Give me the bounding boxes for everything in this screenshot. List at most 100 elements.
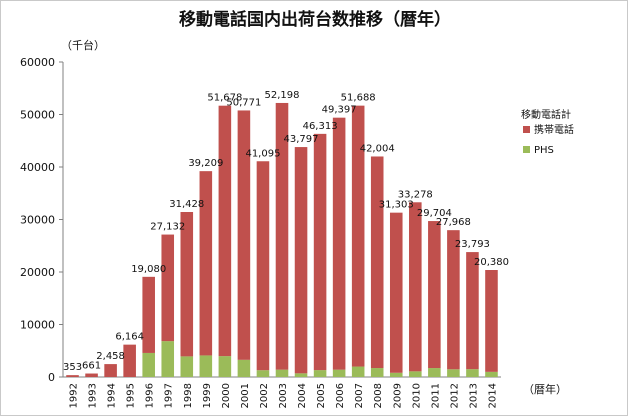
total-label: 27,132 xyxy=(150,222,185,233)
bar-keitai-2004 xyxy=(294,147,308,374)
total-label: 51,678 xyxy=(207,93,242,104)
bar-phs-2006 xyxy=(332,369,346,377)
bar-phs-2003 xyxy=(275,369,289,377)
x-tick-label: 1996 xyxy=(145,383,156,408)
bar-phs-1997 xyxy=(161,341,175,377)
bar-keitai-2002 xyxy=(256,161,270,371)
bar-phs-1998 xyxy=(180,356,194,377)
axes: 0 10000 20000 30000 40000 50000 60000 1992 1993 1… xyxy=(20,56,501,408)
x-tick-label: 2013 xyxy=(468,383,479,408)
total-label: 353 xyxy=(63,362,82,373)
x-tick-label: 2005 xyxy=(316,383,327,408)
bar-phs-2010 xyxy=(409,371,422,377)
bar-keitai-1996 xyxy=(142,276,155,353)
total-label: 42,004 xyxy=(360,143,395,154)
x-tick-label: 2006 xyxy=(335,383,346,408)
chart-title: 移動電話国内出荷台数推移（暦年） xyxy=(179,9,451,30)
bar-keitai-1997 xyxy=(161,234,175,342)
total-label: 6,164 xyxy=(115,332,144,343)
total-label: 31,303 xyxy=(379,200,414,211)
bar-keitai-1995 xyxy=(123,344,136,377)
total-label: 33,278 xyxy=(398,189,433,200)
legend: 移動電話計 携帯電話 PHS xyxy=(521,108,574,156)
bar-phs-2009 xyxy=(389,372,403,377)
total-label: 31,428 xyxy=(169,199,204,210)
x-tick-label: 2007 xyxy=(354,383,365,408)
bar-keitai-2009 xyxy=(389,212,403,373)
total-label: 2,458 xyxy=(96,351,125,362)
y-tick-label: 30000 xyxy=(20,214,55,227)
total-label: 27,968 xyxy=(436,217,471,228)
total-label: 41,095 xyxy=(245,148,280,159)
total-label: 43,797 xyxy=(284,134,319,145)
x-tick-label: 2004 xyxy=(297,383,308,408)
bar-phs-2012 xyxy=(447,369,460,377)
bar-phs-2001 xyxy=(237,359,251,377)
x-tick-label: 2010 xyxy=(411,383,422,408)
x-tick-label: 1992 xyxy=(69,383,80,408)
total-label: 19,080 xyxy=(131,264,166,275)
x-tick-label: 1998 xyxy=(183,383,194,408)
bar-phs-2004 xyxy=(294,373,308,377)
x-tick-label: 1997 xyxy=(164,383,175,408)
x-unit-label: （暦年） xyxy=(523,382,567,396)
bar-phs-2011 xyxy=(428,368,441,377)
bar-keitai-2006 xyxy=(332,117,346,370)
bar-keitai-2010 xyxy=(409,202,422,372)
bar-keitai-2011 xyxy=(428,221,441,369)
x-tick-label: 2000 xyxy=(221,383,232,408)
total-label: 52,198 xyxy=(265,90,300,101)
bar-phs-2013 xyxy=(466,369,479,377)
y-unit-label: （千台） xyxy=(61,38,105,52)
y-tick-label: 40000 xyxy=(20,161,55,174)
bar-keitai-2007 xyxy=(351,105,365,367)
bar-keitai-1994 xyxy=(104,364,117,377)
total-label: 20,380 xyxy=(474,257,509,268)
x-tick-label: 2012 xyxy=(449,383,460,408)
total-label: 46,313 xyxy=(303,121,338,132)
bars xyxy=(66,102,498,377)
legend-swatch xyxy=(523,146,530,153)
x-tick-label: 1999 xyxy=(202,383,213,408)
y-tick-label: 50000 xyxy=(20,109,55,122)
x-tick-label: 2008 xyxy=(373,383,384,408)
x-tick-label: 1994 xyxy=(107,383,118,408)
bar-keitai-1999 xyxy=(199,171,213,356)
x-tick-label: 2009 xyxy=(392,383,403,408)
bar-phs-1996 xyxy=(142,352,155,377)
total-label: 51,688 xyxy=(341,93,376,104)
bar-phs-2008 xyxy=(370,368,384,377)
bar-phs-2000 xyxy=(218,356,232,377)
bar-keitai-1992 xyxy=(66,375,79,377)
bar-keitai-2008 xyxy=(370,156,384,369)
x-tick-label: 2001 xyxy=(240,383,251,408)
bar-keitai-2001 xyxy=(237,110,251,360)
x-tick-label: 2002 xyxy=(259,383,270,408)
bar-keitai-2003 xyxy=(275,102,289,370)
y-tick-label: 0 xyxy=(48,371,55,384)
y-tick-label: 60000 xyxy=(20,56,55,69)
total-label: 50,771 xyxy=(226,97,261,108)
bar-keitai-2014 xyxy=(485,270,498,372)
legend-title: 移動電話計 xyxy=(521,108,571,121)
bar-phs-2005 xyxy=(313,370,327,377)
y-tick-label: 10000 xyxy=(20,319,55,332)
x-tick-label: 1993 xyxy=(88,383,99,408)
total-label: 23,793 xyxy=(455,239,490,250)
x-tick-label: 2011 xyxy=(430,383,441,408)
bar-keitai-2012 xyxy=(447,230,460,370)
total-label: 39,209 xyxy=(188,158,223,169)
bar-phs-2007 xyxy=(351,366,365,377)
bar-keitai-1993 xyxy=(85,373,98,377)
y-tick-label: 20000 xyxy=(20,266,55,279)
bar-keitai-2000 xyxy=(218,105,232,357)
bar-phs-2014 xyxy=(485,371,498,377)
total-label: 49,397 xyxy=(322,105,357,116)
x-tick-label: 2003 xyxy=(278,383,289,408)
total-label: 29,704 xyxy=(417,208,452,219)
bar-keitai-1998 xyxy=(180,212,194,357)
legend-label: 携帯電話 xyxy=(534,123,574,136)
